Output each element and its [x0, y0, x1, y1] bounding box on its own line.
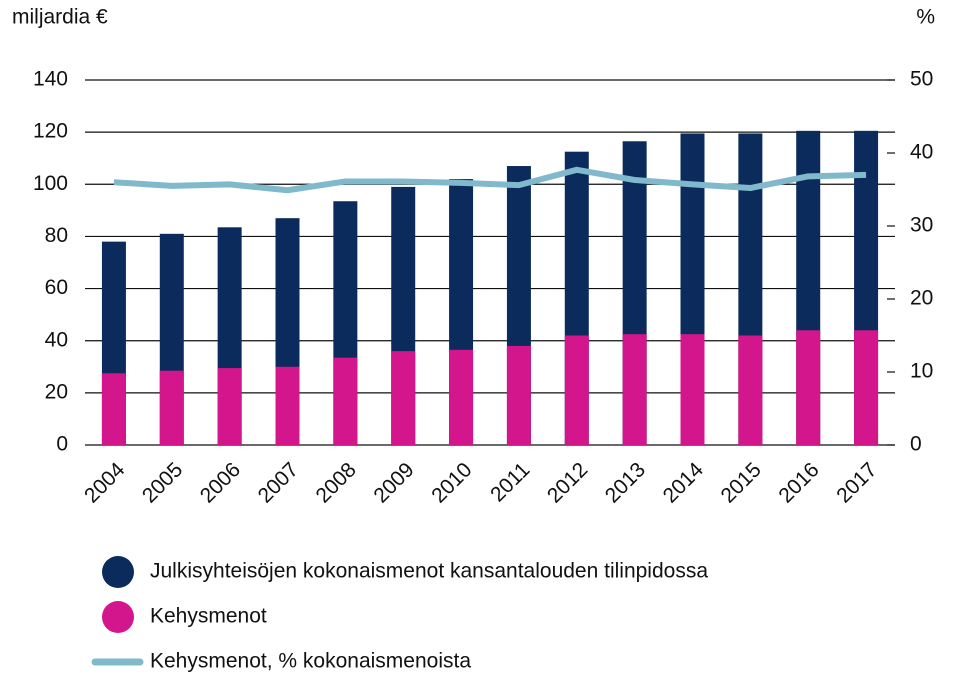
y-tick-label: 140	[33, 68, 68, 91]
bar	[159, 370, 184, 445]
y-axis-label: miljardia €	[12, 6, 108, 29]
y-tick-label: 80	[45, 224, 68, 247]
x-tick-label: 2012	[543, 458, 592, 507]
bar	[101, 373, 126, 445]
bar	[854, 330, 879, 445]
x-tick-label: 2013	[601, 458, 650, 507]
y2-tick-label: 10	[910, 360, 933, 383]
bar	[680, 334, 705, 445]
y-tick-label: 0	[56, 433, 68, 456]
y-tick-label: 40	[45, 328, 68, 351]
y-tick-label: 20	[45, 380, 68, 403]
y-tick-label: 60	[45, 276, 68, 299]
x-tick-label: 2009	[369, 458, 418, 507]
bar	[449, 349, 474, 445]
bar	[333, 357, 358, 445]
x-tick-label: 2010	[427, 458, 476, 507]
x-tick-label: 2007	[254, 458, 303, 507]
y-tick-label: 100	[33, 172, 68, 195]
y2-tick-label: 40	[910, 141, 933, 164]
x-tick-label: 2006	[196, 458, 245, 507]
legend-swatch	[102, 601, 134, 633]
legend-label: Kehysmenot, % kokonaismenoista	[150, 650, 471, 673]
bar	[217, 368, 242, 445]
x-tick-label: 2004	[80, 458, 130, 508]
x-tick-label: 2005	[138, 458, 187, 507]
y2-tick-label: 0	[910, 433, 922, 456]
x-tick-label: 2014	[659, 458, 709, 508]
line	[113, 166, 867, 194]
legend-label: Julkisyhteisöjen kokonaismenot kansantal…	[150, 560, 708, 583]
bar	[796, 330, 821, 445]
y2-axis-label: %	[916, 6, 935, 29]
y2-tick-label: 30	[910, 214, 933, 237]
x-tick-label: 2017	[832, 458, 881, 507]
y2-tick-label: 20	[910, 287, 933, 310]
bar	[391, 351, 416, 445]
x-tick-label: 2015	[717, 458, 766, 507]
y-tick-label: 120	[33, 120, 68, 143]
y2-tick-label: 50	[910, 68, 933, 91]
x-tick-label: 2008	[312, 458, 361, 507]
legend-label: Kehysmenot	[150, 605, 267, 628]
legend-swatch	[102, 556, 134, 588]
bar	[275, 366, 300, 445]
x-tick-label: 2016	[774, 458, 823, 507]
bar	[506, 345, 531, 445]
bar	[738, 335, 763, 445]
bar	[622, 334, 647, 445]
bar	[564, 335, 589, 445]
x-tick-label: 2011	[486, 458, 534, 506]
